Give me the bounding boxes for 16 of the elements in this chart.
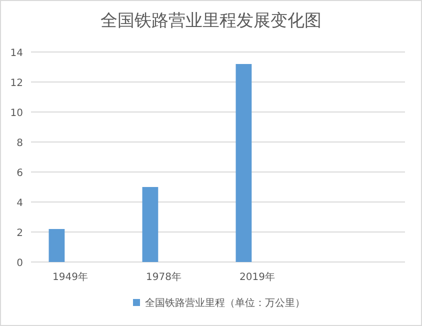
y-tick-label: 8 xyxy=(16,138,23,149)
y-tick-label: 12 xyxy=(10,78,23,89)
y-tick-label: 0 xyxy=(16,258,23,269)
bar xyxy=(48,229,65,262)
y-tick-label: 2 xyxy=(16,228,23,239)
y-tick-label: 10 xyxy=(10,108,23,119)
x-tick-label: 1949年 xyxy=(52,271,88,283)
x-tick-label: 1978年 xyxy=(146,271,182,283)
bar xyxy=(236,64,252,262)
y-tick-label: 6 xyxy=(16,168,23,179)
legend-label: 全国铁路营业里程（单位：万公里） xyxy=(145,297,305,309)
y-tick-label: 4 xyxy=(16,198,23,209)
y-tick-label: 14 xyxy=(10,48,23,59)
bar xyxy=(142,187,158,262)
x-tick-label: 2019年 xyxy=(240,271,275,283)
chart-title: 全国铁路营业里程发展变化图 xyxy=(100,11,322,31)
